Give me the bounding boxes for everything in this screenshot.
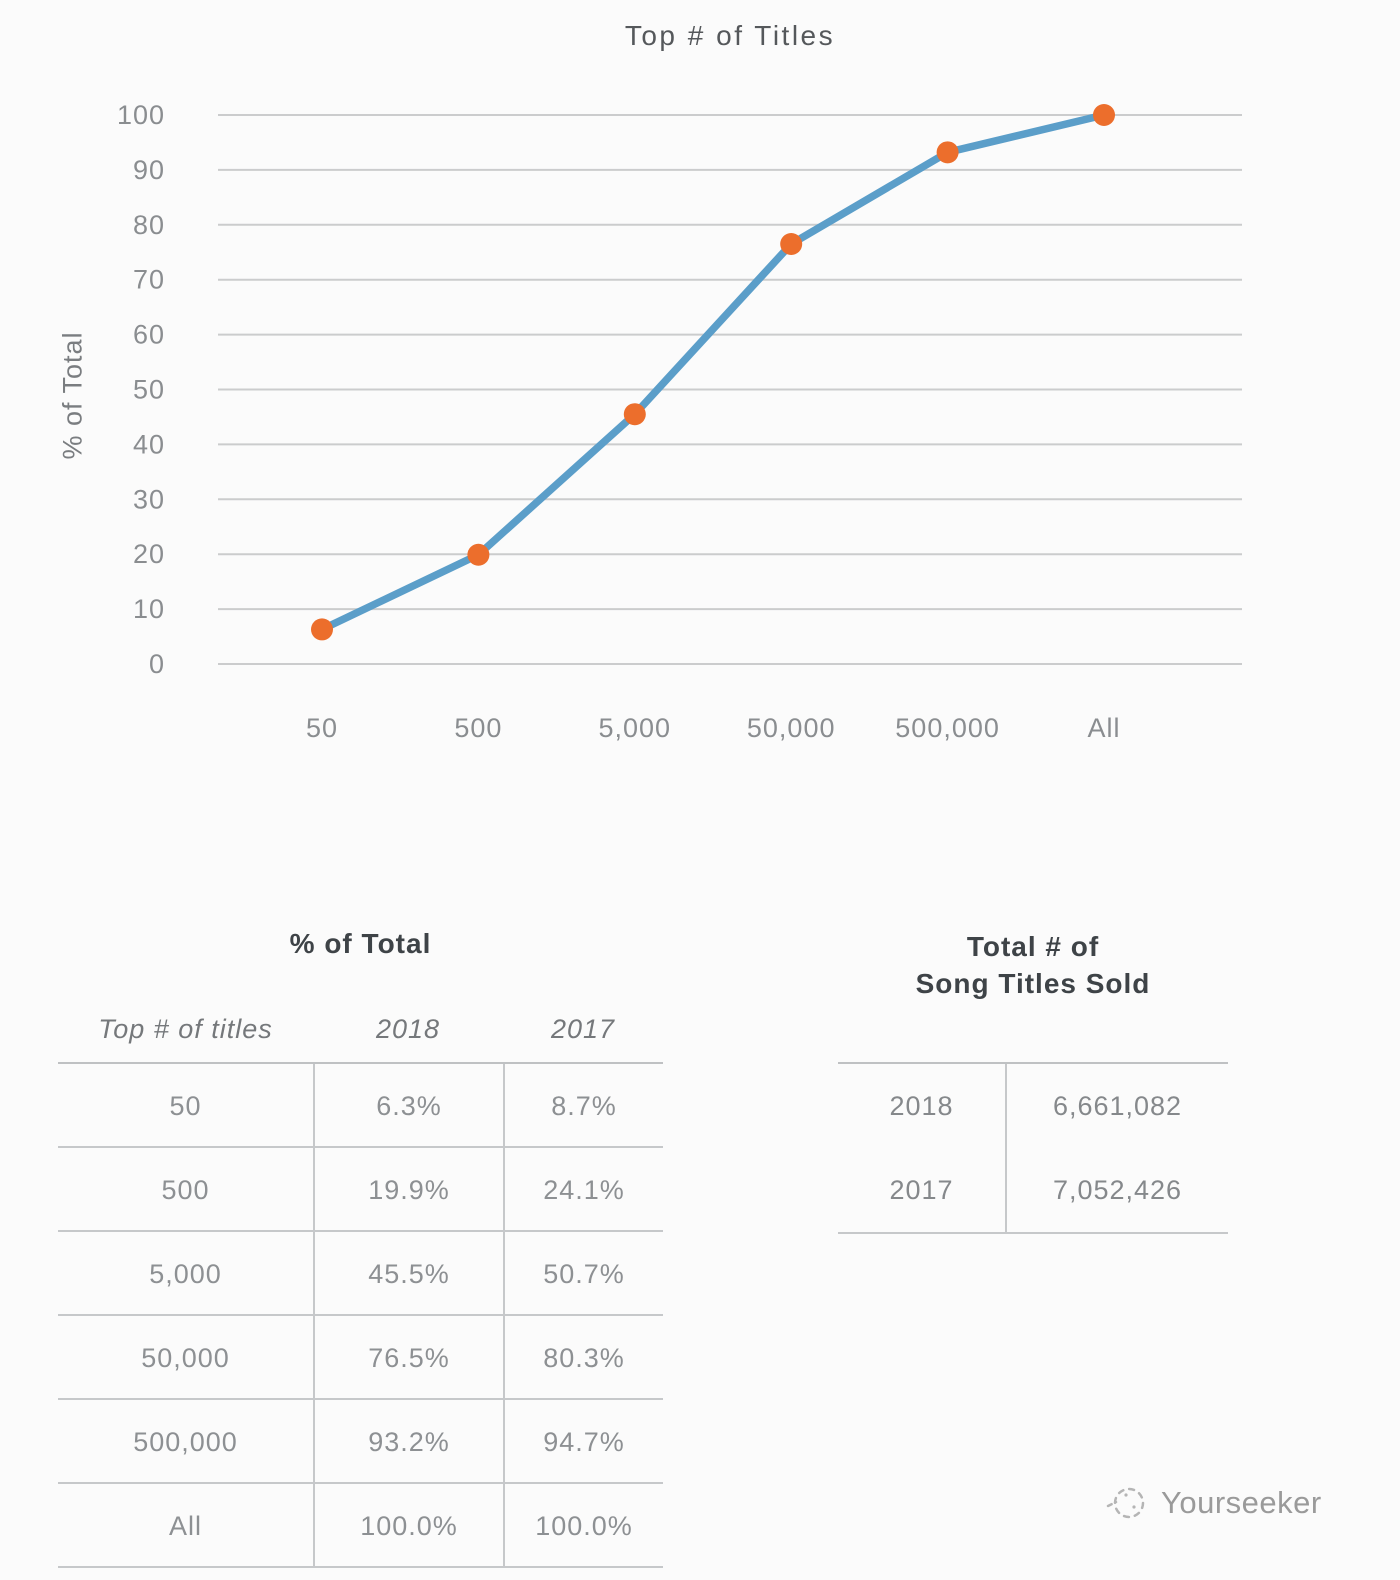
pct-table-cell: 93.2% [313,1400,503,1484]
watermark-text: Yourseeker [1161,1485,1322,1520]
x-tick-label: All [1087,713,1120,743]
pct-table-row: 500,000 93.2% 94.7% [58,1400,663,1484]
y-tick-label: 100 [117,100,165,130]
y-tick-label: 40 [133,429,165,459]
yourseeker-logo-icon [1106,1487,1145,1519]
pct-table-header: Top # of titles 2018 2017 [58,1000,663,1058]
data-point-marker [623,403,646,426]
y-tick-label: 90 [133,155,165,185]
sold-table-body: 2018 6,661,082 2017 7,052,426 [838,1062,1228,1234]
pct-table-cell: All [168,1511,202,1541]
x-tick-label: 5,000 [599,713,672,743]
pct-table-cell: 19.9% [313,1148,503,1232]
pct-table-cell: 6.3% [313,1064,503,1148]
pct-table-row: 500 19.9% 24.1% [58,1148,663,1232]
x-tick-label: 50,000 [747,713,836,743]
pct-table-cell: 50 [169,1091,202,1121]
line-chart: 0 10 20 30 40 50 60 70 80 90 100 50 500 5,000 50,000 50… [117,100,1242,743]
x-tick-label: 500 [454,713,502,743]
pct-table-title: % of Total [289,928,432,959]
pct-table-row: All 100.0% 100.0% [58,1484,663,1568]
pct-table-cell: 100.0% [503,1484,663,1568]
x-tick-label: 50 [306,713,338,743]
sold-table-row: 2017 7,052,426 [838,1148,1228,1232]
pct-col-header-2018: 2018 [375,1013,441,1044]
pct-table-cell: 8.7% [503,1064,663,1148]
pct-table-row: 50 6.3% 8.7% [58,1064,663,1148]
y-tick-label: 20 [133,539,165,569]
sold-table-cell: 6,661,082 [1005,1064,1228,1148]
pct-col-header-titles: Top # of titles [98,1013,273,1044]
sold-table-title: Total # of Song Titles Sold [838,928,1228,1002]
pct-table-cell: 94.7% [503,1400,663,1484]
pct-table-cell: 5,000 [149,1259,222,1289]
data-point-marker [311,618,333,641]
pct-table-cell: 80.3% [503,1316,663,1400]
pct-table-cell: 50.7% [503,1232,663,1316]
pct-table-cell: 500,000 [133,1427,238,1457]
pct-table-cell: 100.0% [313,1484,503,1568]
pct-table-cell: 500 [161,1175,210,1205]
y-tick-label: 50 [133,375,165,405]
pct-table-cell: 76.5% [313,1316,503,1400]
pct-table-cell: 45.5% [313,1232,503,1316]
sold-table-title-line1: Total # of [966,931,1100,962]
watermark: Yourseeker [1105,1480,1322,1526]
sold-table-title-line2: Song Titles Sold [915,968,1151,999]
sold-table-cell: 2017 [889,1175,954,1205]
pct-col-header-2017: 2017 [550,1013,616,1044]
y-tick-label: 70 [133,265,165,295]
pct-table-row: 5,000 45.5% 50.7% [58,1232,663,1316]
data-point-marker [780,233,803,256]
y-tick-label: 30 [133,484,165,514]
sold-table-cell: 7,052,426 [1005,1148,1228,1232]
pct-table-cell: 50,000 [141,1343,230,1373]
sold-table-cell: 2018 [889,1091,954,1121]
data-point-marker [467,543,490,566]
y-tick-label: 0 [149,649,165,679]
y-tick-label: 10 [133,594,165,624]
series-line-2018 [318,111,1108,634]
chart-title: Top # of Titles [624,20,836,51]
y-tick-label: 80 [133,210,165,240]
pct-table-body: 50 6.3% 8.7% 500 19.9% 24.1% 5,000 45.5% 50.7% 50… [58,1062,663,1568]
pct-table-row: 50,000 76.5% 80.3% [58,1316,663,1400]
data-point-marker [1093,104,1115,126]
sold-table-row: 2018 6,661,082 [838,1064,1228,1148]
data-point-marker [936,141,959,164]
y-tick-label: 60 [133,320,165,350]
pct-table-cell: 24.1% [503,1148,663,1232]
x-tick-label: 500,000 [895,713,1000,743]
